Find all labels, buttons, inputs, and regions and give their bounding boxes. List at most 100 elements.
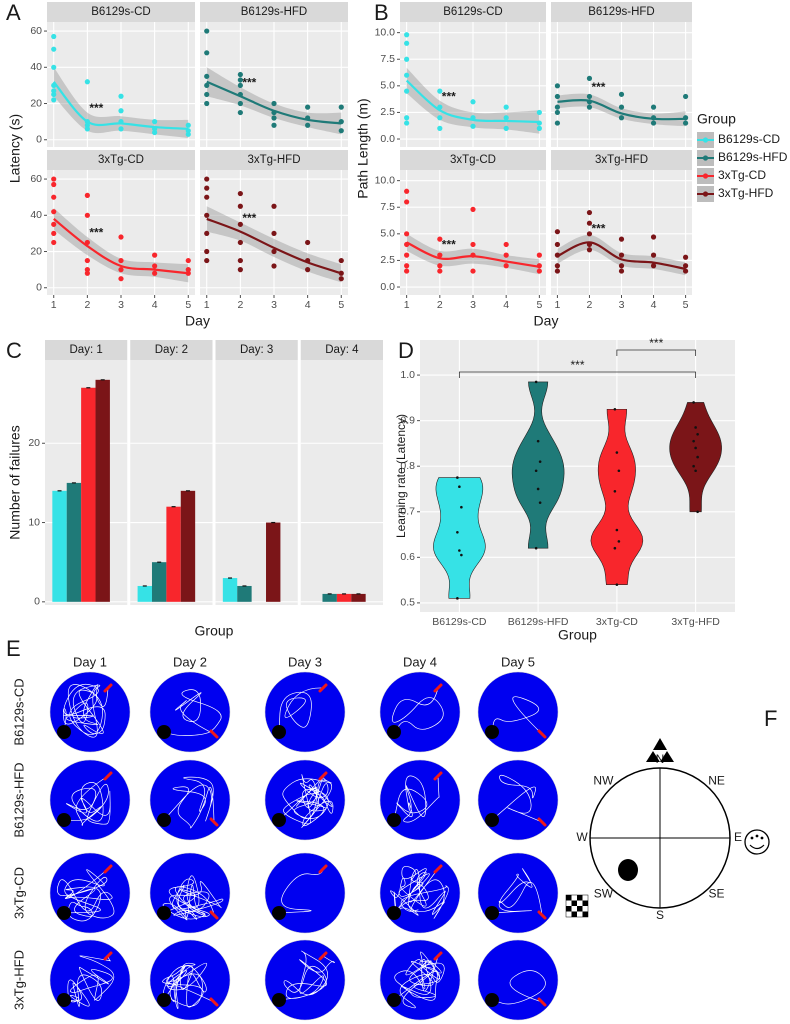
pool	[149, 939, 231, 1021]
data-point	[534, 380, 538, 384]
data-point	[152, 270, 158, 276]
cue-triangles	[653, 738, 667, 750]
data-point	[305, 267, 311, 273]
facet-title: 3xTg-CD	[98, 154, 144, 166]
y-axis-title: Number of failures	[7, 425, 23, 539]
swim-path	[56, 868, 115, 922]
pool	[264, 939, 346, 1021]
legend-label: B6129s-HFD	[718, 150, 788, 164]
x-tick-label: 1	[204, 299, 210, 311]
data-point	[404, 199, 410, 205]
data-point	[617, 540, 621, 543]
pool	[264, 759, 346, 841]
data-point	[503, 125, 509, 131]
start-marker	[537, 910, 547, 920]
smiley-eye	[755, 834, 759, 838]
data-point	[51, 181, 57, 188]
data-point	[470, 206, 476, 212]
legend-dot	[702, 155, 709, 161]
platform	[272, 906, 286, 920]
column-label: Day 5	[501, 654, 535, 669]
facet-strip	[200, 2, 348, 22]
data-point	[84, 270, 90, 276]
data-point	[204, 50, 210, 56]
bar	[336, 593, 352, 602]
facet-strip	[551, 2, 692, 22]
data-point	[554, 268, 561, 274]
data-point	[271, 230, 277, 237]
data-point	[554, 109, 561, 116]
cue-checker	[582, 900, 588, 906]
data-point	[84, 239, 90, 246]
swim-path	[278, 687, 324, 733]
data-point	[503, 263, 509, 269]
data-point	[618, 91, 625, 97]
x-tick-label: 2	[84, 299, 90, 311]
data-point	[204, 91, 210, 98]
data-point	[237, 221, 243, 227]
data-point	[460, 553, 463, 557]
x-tick-label: 1	[51, 299, 57, 311]
platform	[485, 993, 499, 1007]
x-tick-label: 3	[470, 299, 476, 311]
direction-label: SE	[709, 887, 725, 901]
y-tick-label: 40	[30, 209, 42, 221]
data-point	[204, 257, 210, 264]
data-point	[682, 120, 689, 126]
y-tick-label: 5.0	[380, 80, 395, 92]
bar	[222, 578, 238, 602]
x-tick-label: 3xTg-HFD	[671, 616, 720, 628]
trend-line	[206, 80, 342, 125]
data-point	[404, 231, 410, 237]
violin	[511, 381, 565, 549]
data-point	[271, 122, 277, 128]
pool	[477, 759, 559, 841]
pool	[264, 852, 346, 934]
data-point	[615, 528, 619, 532]
data-point	[152, 129, 158, 136]
y-tick-label: 5.0	[380, 228, 395, 240]
y-tick-label: 10.0	[375, 26, 396, 38]
data-point	[650, 234, 657, 240]
data-point	[470, 99, 476, 105]
trend-line	[206, 217, 342, 275]
data-point	[118, 267, 124, 273]
x-tick-label: 5	[683, 299, 689, 311]
trend-line	[53, 218, 189, 275]
annotation: ***	[242, 75, 256, 89]
bar	[266, 522, 281, 602]
platform	[57, 993, 71, 1007]
facet-title: Day: 1	[70, 344, 103, 356]
x-tick-label: 5	[338, 299, 344, 311]
trend-line	[557, 98, 686, 121]
data-point	[84, 79, 90, 85]
platform	[157, 813, 171, 827]
pool	[149, 852, 231, 934]
x-tick-label: 2	[587, 299, 593, 311]
data-point	[305, 239, 311, 246]
pool	[264, 671, 346, 753]
data-point	[554, 263, 561, 269]
data-point	[650, 252, 657, 258]
swim-path	[491, 868, 543, 916]
start-marker	[433, 951, 443, 961]
legend-label: B6129s-CD	[718, 132, 780, 146]
data-point	[204, 185, 210, 191]
data-point	[503, 252, 509, 258]
y-tick-label: 60	[30, 173, 42, 185]
data-point	[696, 455, 699, 459]
data-point	[404, 88, 410, 94]
platform	[157, 993, 171, 1007]
swim-path	[278, 950, 335, 1001]
data-point	[615, 451, 619, 454]
facet-strip	[400, 2, 546, 22]
start-marker	[209, 729, 219, 739]
facet-strip	[551, 150, 692, 170]
start-marker	[103, 951, 113, 961]
platform	[387, 725, 401, 739]
y-tick-label: 0.6	[400, 551, 415, 563]
violin	[590, 408, 644, 585]
start-marker	[103, 864, 113, 874]
column-label: Day 4	[403, 654, 437, 669]
pool	[49, 671, 131, 753]
